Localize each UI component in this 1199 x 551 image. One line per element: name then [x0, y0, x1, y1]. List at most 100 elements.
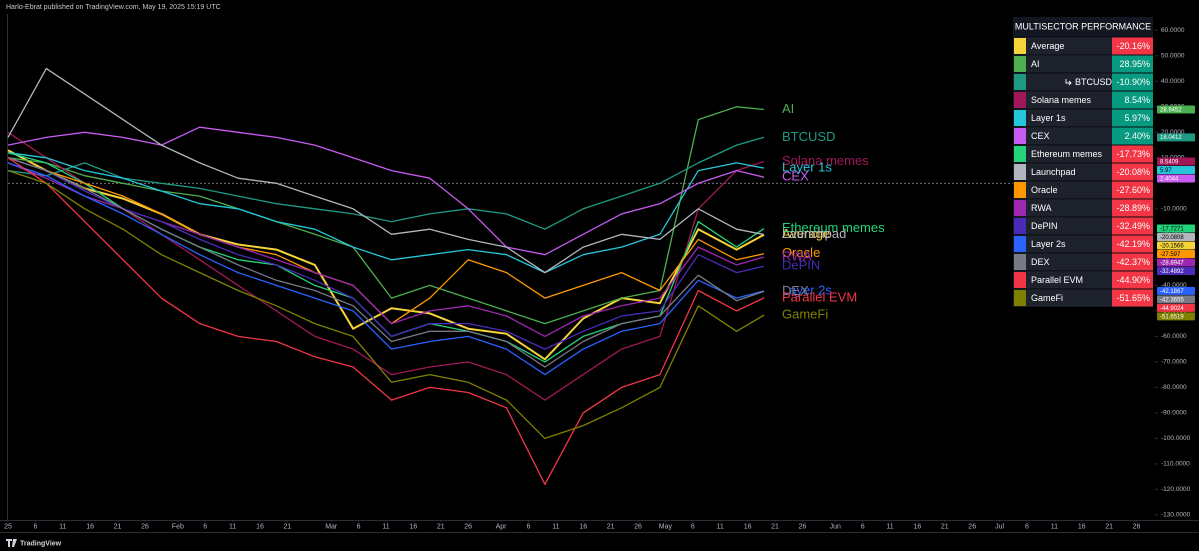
line-end-label: DePIN — [782, 258, 820, 273]
table-value-bg — [1112, 91, 1153, 109]
price-tag — [1157, 233, 1195, 242]
price-tag — [1157, 250, 1195, 259]
line-end-label: Ethereum memes — [782, 220, 885, 235]
x-tick-label: 11 — [717, 523, 724, 530]
series-line — [7, 152, 765, 274]
x-tick-label: 26 — [464, 523, 472, 530]
x-tick-label: Jul — [995, 523, 1004, 530]
table-value: 5.97% — [1124, 113, 1150, 123]
price-tag-label: 18.0412 — [1160, 135, 1182, 141]
table-swatch — [1014, 272, 1026, 288]
table-swatch — [1014, 56, 1026, 72]
x-tick-label: 21 — [437, 523, 445, 530]
series-line — [7, 157, 765, 368]
x-tick-label: 16 — [256, 523, 264, 530]
series-line — [7, 157, 765, 350]
y-tick-label: -90.0000 — [1161, 410, 1187, 417]
table-name: Ethereum memes — [1031, 149, 1103, 159]
table-value-bg — [1112, 127, 1153, 145]
table-swatch — [1014, 146, 1026, 162]
series-line — [7, 67, 765, 274]
table-value: -42.19% — [1116, 239, 1150, 249]
x-tick-label: 6 — [861, 523, 865, 530]
x-tick-label: 11 — [382, 523, 389, 530]
price-tag-label: 8.5409 — [1160, 159, 1179, 165]
price-tag-label: -44.9024 — [1160, 306, 1184, 312]
price-tag — [1157, 105, 1195, 114]
x-tick-label: 26 — [634, 523, 642, 530]
price-tag-label: 2.4044 — [1160, 176, 1179, 182]
price-tag — [1157, 312, 1195, 321]
series-line — [7, 157, 765, 485]
x-tick-label: 16 — [1078, 523, 1086, 530]
table-name: RWA — [1031, 203, 1052, 213]
sub-arrow — [1065, 79, 1072, 86]
table-value-bg — [1112, 163, 1153, 181]
price-tag — [1157, 224, 1195, 233]
x-tick-label: May — [659, 523, 673, 530]
x-tick-label: 21 — [771, 523, 779, 530]
footer: TradingView — [20, 540, 62, 547]
x-tick-label: 11 — [59, 523, 66, 530]
series-line — [7, 106, 765, 325]
table-value: 2.40% — [1124, 131, 1150, 141]
price-tag-label: -28.8947 — [1160, 260, 1184, 266]
x-tick-label: 6 — [527, 523, 531, 530]
logo — [6, 539, 17, 547]
table-name: Layer 2s — [1031, 239, 1066, 249]
y-tick-label: -10.0000 — [1161, 206, 1187, 213]
x-tick-label: 6 — [357, 523, 361, 530]
table-value: -17.73% — [1116, 149, 1150, 159]
series-line — [7, 136, 765, 230]
table-value-bg — [1112, 109, 1153, 127]
x-tick-label: 16 — [579, 523, 587, 530]
line-end-label: GameFi — [782, 307, 828, 322]
price-tag — [1157, 174, 1195, 183]
y-tick-label: -60.0000 — [1161, 333, 1187, 340]
x-tick-label: Mar — [325, 523, 338, 530]
table-value-bg — [1112, 253, 1153, 271]
price-tag-label: -20.0808 — [1160, 235, 1184, 241]
price-tag — [1157, 241, 1195, 250]
price-tag-label: -51.6519 — [1160, 314, 1184, 320]
table-value-bg — [1112, 73, 1153, 91]
table-swatch — [1014, 92, 1026, 108]
table-name: Launchpad — [1031, 167, 1076, 177]
table-value: -27.60% — [1116, 185, 1150, 195]
x-tick-label: 26 — [968, 523, 976, 530]
x-tick-label: 6 — [33, 523, 37, 530]
x-tick-label: Apr — [496, 523, 508, 530]
line-end-label: AI — [782, 101, 794, 116]
series-line — [7, 169, 765, 440]
table-name: Average — [1031, 41, 1064, 51]
line-end-label: Launchpad — [782, 226, 846, 241]
table-name: AI — [1031, 59, 1040, 69]
line-end-label: BTCUSD — [782, 129, 835, 144]
price-tag — [1157, 267, 1195, 276]
table-name: Parallel EVM — [1031, 275, 1083, 285]
x-tick-label: 26 — [141, 523, 149, 530]
x-tick-label: 21 — [607, 523, 615, 530]
line-end-label: Layer 1s — [782, 160, 832, 175]
y-tick-label: -80.0000 — [1161, 384, 1187, 391]
table-swatch — [1014, 74, 1026, 90]
price-tag — [1157, 166, 1195, 175]
table-value-bg — [1112, 235, 1153, 253]
table-swatch — [1014, 254, 1026, 270]
price-tag — [1157, 258, 1195, 267]
x-tick-label: 16 — [410, 523, 418, 530]
x-tick-label: 11 — [229, 523, 236, 530]
table-name: DEX — [1031, 257, 1050, 267]
y-tick-label: -70.0000 — [1161, 359, 1187, 366]
x-tick-label: Feb — [172, 523, 184, 530]
table-value: 8.54% — [1124, 95, 1150, 105]
table-name: BTCUSD — [1075, 77, 1113, 87]
table-value-bg — [1112, 145, 1153, 163]
price-tag — [1157, 157, 1195, 166]
y-tick-label: 60.0000 — [1161, 27, 1185, 34]
price-tag-label: 5.97 — [1160, 168, 1172, 174]
table-name: DePIN — [1031, 221, 1058, 231]
table-value: -51.65% — [1116, 293, 1150, 303]
x-tick-label: 21 — [284, 523, 292, 530]
